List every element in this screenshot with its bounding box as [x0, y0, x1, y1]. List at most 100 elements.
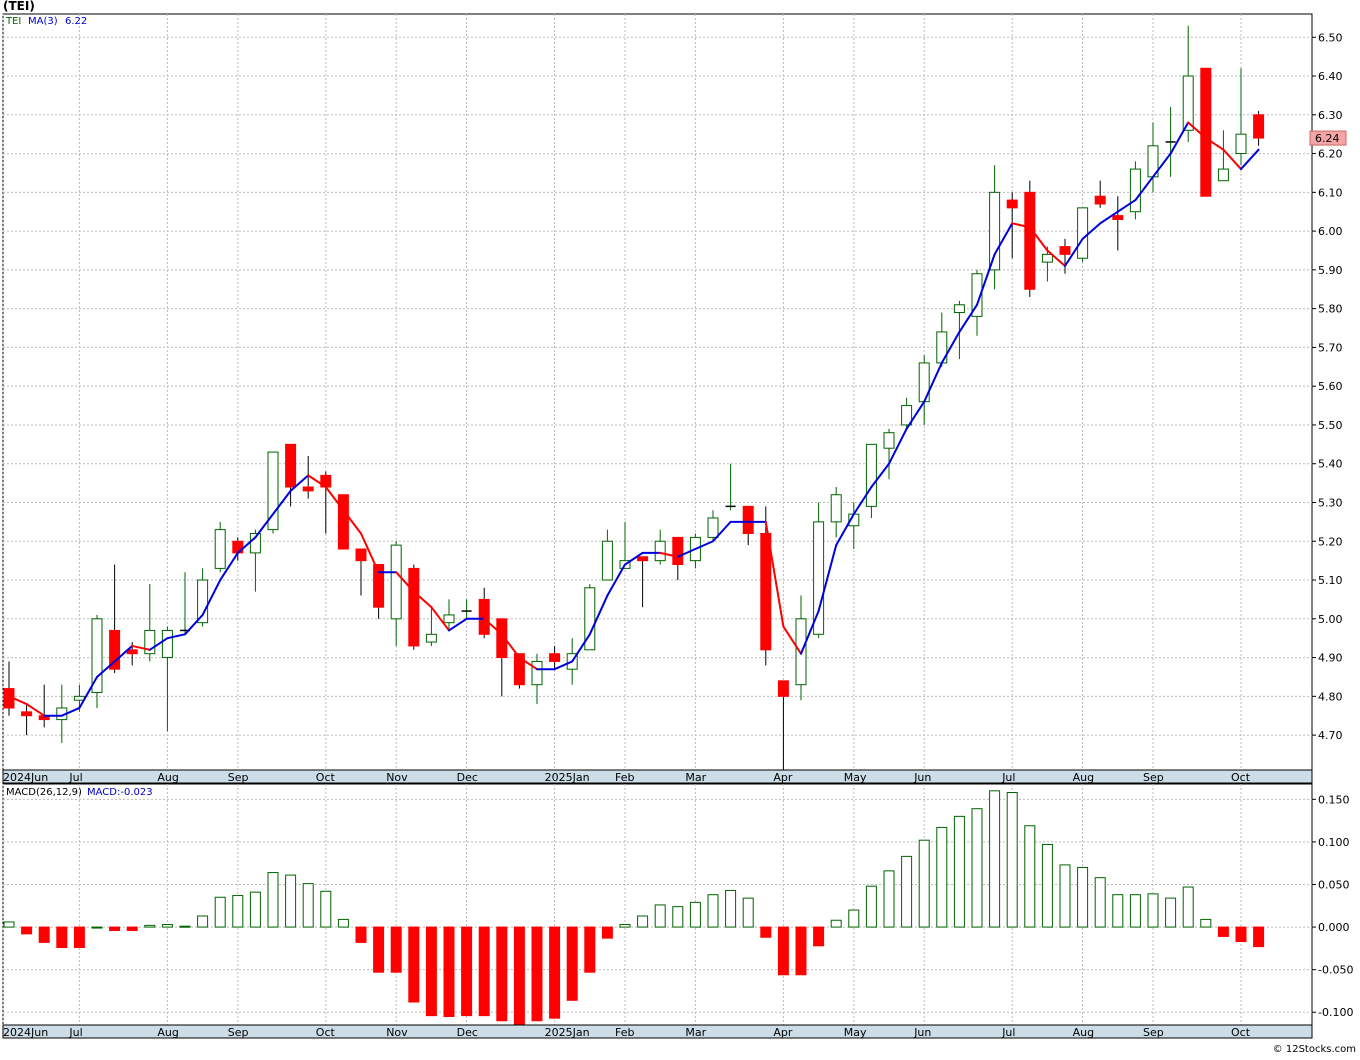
candle-body — [1112, 215, 1124, 220]
macd-bar — [126, 926, 138, 931]
ma3-segment — [905, 400, 926, 430]
macd-bar — [3, 921, 15, 928]
candle — [443, 599, 455, 631]
ma3-segment — [1187, 121, 1207, 140]
candle — [865, 443, 877, 518]
macd-bar — [936, 826, 948, 928]
candle-body — [637, 556, 649, 562]
ma3-segment — [694, 540, 714, 551]
macd-legend-name: MACD(26,12,9) — [6, 787, 82, 798]
macd-bar — [91, 926, 103, 929]
candle — [513, 653, 525, 689]
macd-bar — [971, 808, 983, 928]
candle — [390, 541, 402, 646]
price-y-tick-label: 5.70 — [1318, 341, 1343, 354]
candle — [725, 463, 736, 511]
candle-body — [1006, 199, 1018, 209]
x-tick-label: 2025Jan — [545, 771, 590, 784]
price-legend-ma-value: 6.22 — [65, 16, 87, 27]
ma3-segment — [148, 637, 169, 651]
macd-bar — [1129, 894, 1141, 928]
macd-bar — [1112, 894, 1124, 928]
candle-body — [373, 564, 385, 608]
candle-body — [302, 486, 314, 492]
candle-body — [672, 536, 684, 566]
candle-body — [91, 618, 103, 693]
candle — [1200, 67, 1212, 197]
candle-body — [390, 544, 402, 620]
candle-body — [214, 529, 226, 569]
panel-0-xaxis-band — [2, 769, 1313, 784]
candle — [1253, 110, 1265, 146]
candle — [883, 428, 895, 480]
candle-body — [971, 273, 983, 317]
ma3-segment — [483, 617, 503, 636]
macd-bar — [760, 926, 772, 938]
macd-bar — [1147, 893, 1159, 928]
price-y-tick-label: 5.50 — [1318, 419, 1343, 432]
macd-bar — [109, 926, 121, 931]
ma3-segment — [236, 536, 257, 554]
candle-body — [777, 680, 789, 697]
x-tick-label: 2025Jan — [545, 1026, 590, 1039]
macd-y-tick-label: 0.050 — [1318, 878, 1350, 891]
macd-bar — [1165, 897, 1177, 928]
macd-bar — [953, 815, 965, 928]
x-tick-label: Aug — [1073, 1026, 1094, 1039]
ma3-segment — [835, 513, 855, 547]
price-y-tick-label: 4.90 — [1318, 652, 1343, 665]
macd-bar — [865, 885, 877, 928]
panel-0-frame — [2, 13, 1313, 771]
candle-body — [355, 548, 367, 562]
ma3-segment — [60, 706, 81, 717]
macd-bar — [918, 839, 930, 928]
macd-bar — [267, 872, 279, 928]
candle — [337, 494, 349, 550]
x-tick-label: Sep — [228, 1026, 249, 1039]
candle-body — [1217, 168, 1229, 182]
ma3-segment — [993, 222, 1014, 256]
price-y-tick-label: 6.20 — [1318, 148, 1343, 161]
ma3-segment — [96, 660, 116, 678]
x-tick-label: Sep — [1143, 771, 1164, 784]
candle — [249, 529, 261, 592]
macd-bar — [320, 890, 332, 928]
candle-body — [1129, 168, 1141, 213]
candle — [161, 626, 173, 732]
macd-y-tick-label: -0.050 — [1318, 964, 1353, 977]
macd-bar — [989, 790, 1001, 928]
macd-bar — [197, 915, 209, 928]
macd-bar — [1059, 864, 1071, 928]
x-tick-label: Dec — [457, 771, 478, 784]
macd-bar — [689, 901, 701, 928]
macd-bar — [1182, 886, 1194, 928]
candle — [1235, 68, 1247, 166]
x-tick-label: Mar — [685, 771, 706, 784]
price-y-tick-label: 5.80 — [1318, 303, 1343, 316]
price-y-tick-label: 5.90 — [1318, 264, 1343, 277]
price-y-tick-label: 4.80 — [1318, 690, 1343, 703]
price-legend-ma-label: MA(3) — [28, 16, 58, 27]
candle-body — [73, 695, 85, 701]
macd-bar — [1041, 843, 1053, 928]
macd-bar — [601, 926, 613, 939]
candle — [760, 506, 772, 666]
macd-bar — [742, 897, 754, 928]
ma3-segment — [324, 485, 345, 512]
candle-body — [249, 533, 261, 554]
macd-bar — [725, 889, 737, 928]
x-tick-label: Sep — [1143, 1026, 1164, 1039]
candle — [91, 614, 103, 708]
macd-bar — [214, 896, 226, 928]
macd-bar — [1024, 825, 1036, 928]
candle-body — [1253, 114, 1265, 139]
x-tick-label: Jul — [68, 771, 82, 784]
macd-bar — [390, 926, 402, 973]
ma3-segment — [448, 617, 468, 632]
ma3-segment — [606, 563, 626, 597]
macd-bar — [461, 926, 473, 1017]
candle — [355, 548, 367, 596]
macd-bar — [707, 894, 719, 928]
x-tick-label: Apr — [773, 771, 793, 784]
ma3-segment — [940, 330, 961, 364]
